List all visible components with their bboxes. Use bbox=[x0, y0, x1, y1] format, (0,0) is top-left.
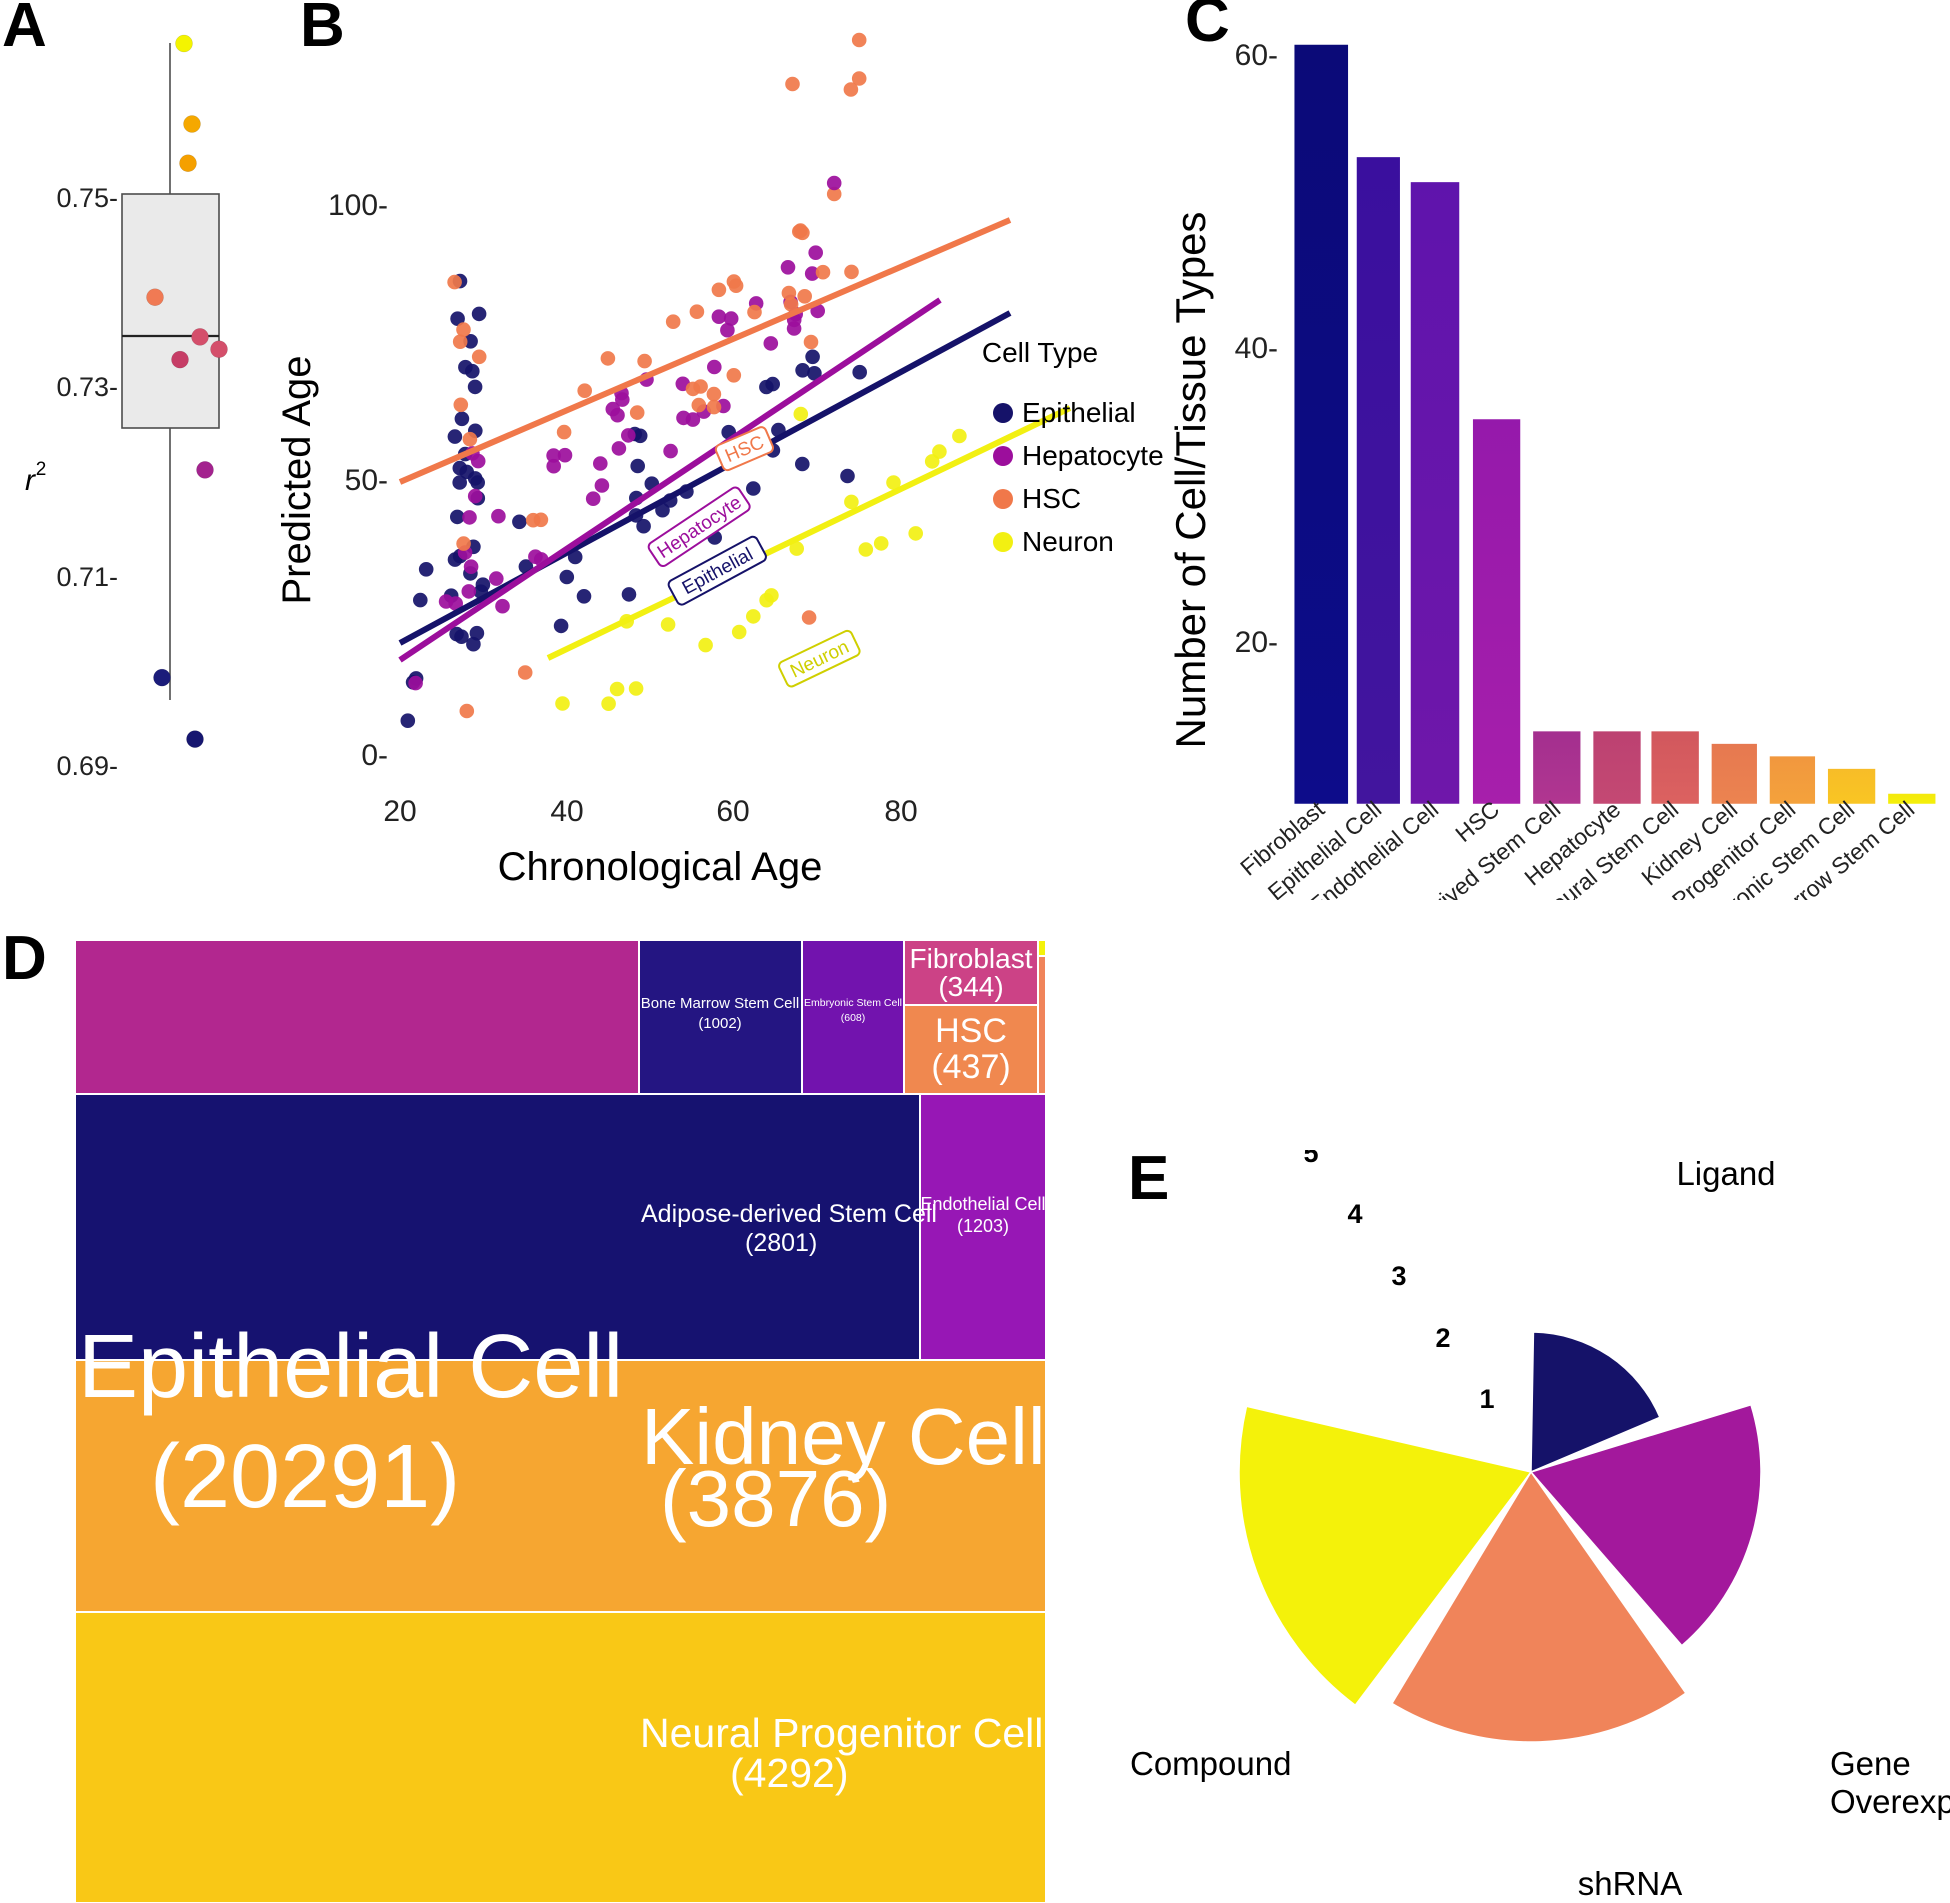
svg-text:20-: 20- bbox=[1235, 626, 1278, 659]
svg-text:Adipose-derived Stem Cell: Adipose-derived Stem Cell bbox=[641, 1200, 937, 1228]
svg-text:shRNA: shRNA bbox=[1578, 1865, 1683, 1902]
svg-text:Compound: Compound bbox=[1130, 1745, 1291, 1782]
svg-text:Predicted Age: Predicted Age bbox=[275, 355, 319, 604]
svg-text:5: 5 bbox=[1303, 1150, 1318, 1168]
svg-text:Gene: Gene bbox=[1830, 1745, 1911, 1782]
svg-text:Epithelial: Epithelial bbox=[1022, 397, 1136, 428]
svg-text:(4292): (4292) bbox=[730, 1750, 849, 1796]
svg-text:(20291): (20291) bbox=[150, 1427, 460, 1527]
svg-text:(2801): (2801) bbox=[745, 1229, 817, 1257]
svg-text:0-: 0- bbox=[361, 739, 388, 772]
svg-text:3: 3 bbox=[1391, 1261, 1406, 1291]
svg-text:(1203): (1203) bbox=[957, 1216, 1009, 1236]
svg-text:4: 4 bbox=[1347, 1199, 1362, 1229]
svg-text:20: 20 bbox=[383, 795, 416, 828]
svg-text:60: 60 bbox=[716, 795, 749, 828]
svg-text:(608): (608) bbox=[841, 1012, 866, 1024]
svg-text:40-: 40- bbox=[1235, 332, 1278, 365]
svg-text:Embryonic Stem Cell: Embryonic Stem Cell bbox=[804, 997, 902, 1009]
svg-text:Neuron: Neuron bbox=[1022, 526, 1114, 557]
svg-text:Cell Type: Cell Type bbox=[982, 337, 1098, 368]
svg-text:Ligand: Ligand bbox=[1676, 1155, 1775, 1192]
svg-text:(344): (344) bbox=[938, 971, 1003, 1002]
svg-text:Hepatocyte: Hepatocyte bbox=[1022, 440, 1164, 471]
svg-text:Fibroblast: Fibroblast bbox=[910, 943, 1033, 974]
svg-text:2: 2 bbox=[1435, 1323, 1450, 1353]
svg-text:HSC: HSC bbox=[1022, 483, 1081, 514]
svg-text:40: 40 bbox=[550, 795, 583, 828]
svg-text:60-: 60- bbox=[1235, 39, 1278, 72]
svg-text:Endothelial Cell: Endothelial Cell bbox=[920, 1194, 1045, 1214]
svg-text:Chronological Age: Chronological Age bbox=[498, 845, 823, 889]
svg-text:Epithelial Cell: Epithelial Cell bbox=[78, 1317, 623, 1417]
svg-text:Overexpression: Overexpression bbox=[1830, 1783, 1950, 1820]
svg-text:(1002): (1002) bbox=[698, 1015, 741, 1032]
svg-text:(3876): (3876) bbox=[660, 1454, 891, 1543]
svg-text:(437): (437) bbox=[931, 1048, 1010, 1086]
svg-text:HSC: HSC bbox=[935, 1012, 1007, 1050]
svg-text:80: 80 bbox=[884, 795, 917, 828]
svg-text:Bone Marrow Stem Cell: Bone Marrow Stem Cell bbox=[641, 995, 799, 1012]
svg-text:50-: 50- bbox=[345, 464, 388, 497]
svg-text:1: 1 bbox=[1479, 1384, 1494, 1414]
svg-text:Number of Cell/Tissue Types: Number of Cell/Tissue Types bbox=[1167, 212, 1214, 749]
svg-text:100-: 100- bbox=[328, 189, 388, 222]
